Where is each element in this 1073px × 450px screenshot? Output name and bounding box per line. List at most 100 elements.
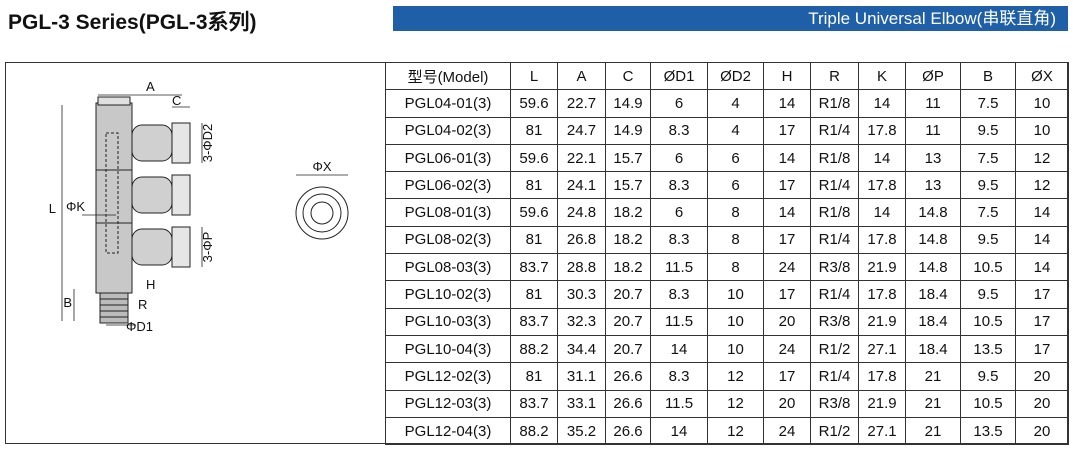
cell: 20 — [1015, 362, 1069, 391]
cell: ØD2 — [707, 61, 764, 91]
cell: 81 — [510, 362, 558, 391]
cell: 11.5 — [650, 253, 708, 282]
cell: 27.1 — [858, 334, 906, 364]
cell: 15.7 — [605, 171, 651, 200]
cell: 8.3 — [650, 171, 708, 200]
cell: 83.7 — [510, 253, 558, 282]
cell: 14.8 — [905, 253, 961, 282]
cell: 26.6 — [605, 389, 651, 418]
cell: 17 — [763, 171, 811, 200]
data-row: PGL10-02(3) 81 30.3 20.7 8.3 10 17 R1/4 17.8 18.4… — [385, 280, 1069, 309]
cell: 83.7 — [510, 389, 558, 418]
spec-table: 型号(Model) L A C ØD1 ØD2 H R K ØP B ØX PGL04-01(3) 59.… — [385, 61, 1069, 446]
cell: 21 — [905, 362, 961, 391]
cell: PGL04-01(3) — [385, 89, 511, 118]
cell: 81 — [510, 116, 558, 145]
cell: R1/8 — [810, 89, 859, 118]
cell: 9.5 — [960, 280, 1016, 309]
cell: 31.1 — [557, 362, 606, 391]
header-row: 型号(Model) L A C ØD1 ØD2 H R K ØP B ØX — [385, 61, 1069, 91]
cell: 12 — [1015, 171, 1069, 200]
cell: PGL10-04(3) — [385, 334, 511, 364]
cell: 18.2 — [605, 253, 651, 282]
cell: 28.8 — [557, 253, 606, 282]
cell: 24.1 — [557, 171, 606, 200]
cell: 10 — [707, 280, 764, 309]
cell: 8 — [707, 198, 764, 227]
cell: 14 — [763, 198, 811, 227]
cell: R1/4 — [810, 280, 859, 309]
cell: 6 — [650, 198, 708, 227]
cell: 30.3 — [557, 280, 606, 309]
cell: 24 — [763, 253, 811, 282]
cell: 11 — [905, 116, 961, 145]
cell: 21.9 — [858, 253, 906, 282]
data-row: PGL12-03(3) 83.7 33.1 26.6 11.5 12 20 R3/8 21.9 2… — [385, 389, 1069, 418]
cell: 13 — [905, 171, 961, 200]
cell: 10 — [707, 334, 764, 364]
cell: 35.2 — [557, 416, 606, 446]
cell: PGL12-02(3) — [385, 362, 511, 391]
cell: 24.8 — [557, 198, 606, 227]
cell: R3/8 — [810, 307, 859, 336]
cell: R1/4 — [810, 362, 859, 391]
cell: 17.8 — [858, 362, 906, 391]
data-row: PGL12-04(3) 88.2 35.2 26.6 14 12 24 R1/2 27.1 21 1… — [385, 416, 1069, 446]
label: 3-ΦD2 — [200, 124, 215, 163]
cell: R3/8 — [810, 253, 859, 282]
cell: R3/8 — [810, 389, 859, 418]
cell: 17 — [1015, 280, 1069, 309]
cell: 10.5 — [960, 253, 1016, 282]
cell: PGL10-02(3) — [385, 280, 511, 309]
cell: 17.8 — [858, 280, 906, 309]
cell: 81 — [510, 225, 558, 255]
data-row: PGL04-02(3) 81 24.7 14.9 8.3 4 17 R1/4 17.8 11 9.5… — [385, 116, 1069, 145]
label: H — [146, 277, 155, 292]
cell: R1/8 — [810, 198, 859, 227]
cell: 8.3 — [650, 116, 708, 145]
cell: 14 — [650, 416, 708, 446]
cell: PGL08-02(3) — [385, 225, 511, 255]
cell: 59.6 — [510, 89, 558, 118]
cell: 12 — [707, 362, 764, 391]
cell: 17 — [763, 225, 811, 255]
cell: PGL10-03(3) — [385, 307, 511, 336]
cell: 6 — [650, 89, 708, 118]
cell: PGL12-03(3) — [385, 389, 511, 418]
cell: 21.9 — [858, 307, 906, 336]
cell: 型号(Model) — [385, 61, 511, 91]
cell: 13.5 — [960, 416, 1016, 446]
cell: 20 — [1015, 416, 1069, 446]
cell: 24.7 — [557, 116, 606, 145]
cell: K — [858, 61, 906, 91]
cell: 26.6 — [605, 416, 651, 446]
cell: 24 — [763, 334, 811, 364]
cell: 17 — [763, 280, 811, 309]
cell: C — [605, 61, 651, 91]
data-row: PGL08-01(3) 59.6 24.8 18.2 6 8 14 R1/8 14 14.8 7.5… — [385, 198, 1069, 227]
cell: 20 — [763, 307, 811, 336]
cell: 8.3 — [650, 362, 708, 391]
cell: PGL12-04(3) — [385, 416, 511, 446]
cell: 18.4 — [905, 334, 961, 364]
data-row: PGL08-02(3) 81 26.8 18.2 8.3 8 17 R1/4 17.8 14.8 9… — [385, 225, 1069, 255]
cell: 10 — [1015, 89, 1069, 118]
cell: 32.3 — [557, 307, 606, 336]
cell: 14 — [1015, 253, 1069, 282]
cell: 20.7 — [605, 280, 651, 309]
cell: 81 — [510, 171, 558, 200]
data-row: PGL10-04(3) 88.2 34.4 20.7 14 10 24 R1/2 27.1 18.… — [385, 334, 1069, 364]
cell: 22.1 — [557, 143, 606, 173]
cell: 6 — [650, 143, 708, 173]
cell: 12 — [707, 389, 764, 418]
cell: 33.1 — [557, 389, 606, 418]
cell: ØP — [905, 61, 961, 91]
cell: ØD1 — [650, 61, 708, 91]
cell: 26.8 — [557, 225, 606, 255]
cell: 14 — [858, 198, 906, 227]
cell: 34.4 — [557, 334, 606, 364]
cell: 17 — [763, 116, 811, 145]
data-row: PGL06-02(3) 81 24.1 15.7 8.3 6 17 R1/4 17.8 13 9.5… — [385, 171, 1069, 200]
cell: 20 — [763, 389, 811, 418]
cell: R1/2 — [810, 416, 859, 446]
